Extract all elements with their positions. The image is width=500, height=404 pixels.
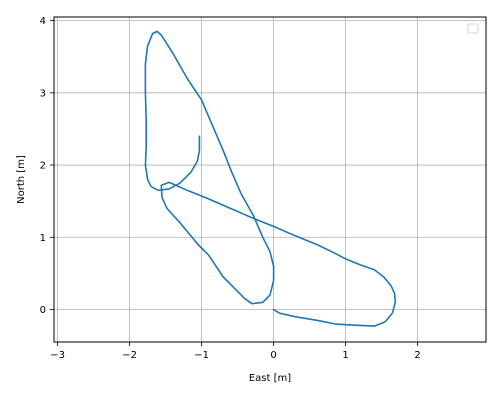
x-tick-label: 1	[342, 350, 348, 361]
y-tick-label: 0	[40, 305, 46, 316]
plot-frame	[53, 16, 487, 343]
x-tick-label: 0	[270, 350, 276, 361]
y-axis-label: North [m]	[16, 155, 27, 204]
y-tick-label: 4	[40, 16, 46, 27]
y-tick-label: 2	[40, 161, 46, 172]
series-layer	[144, 30, 397, 327]
x-tick-label: −3	[50, 350, 65, 361]
y-tick-label: 1	[40, 233, 46, 244]
trajectory-line	[144, 30, 397, 327]
x-tick-label: 2	[414, 350, 420, 361]
legend-box	[467, 23, 479, 34]
tick-layer: −3 −2 −1 0 1 2 0 1 2 3 4	[40, 16, 421, 361]
y-tick-label: 3	[40, 88, 46, 99]
x-axis-label: East [m]	[249, 373, 291, 384]
x-tick-label: −2	[122, 350, 137, 361]
x-tick-label: −1	[194, 350, 209, 361]
grid-layer	[54, 17, 486, 342]
legend-frame	[467, 23, 479, 34]
